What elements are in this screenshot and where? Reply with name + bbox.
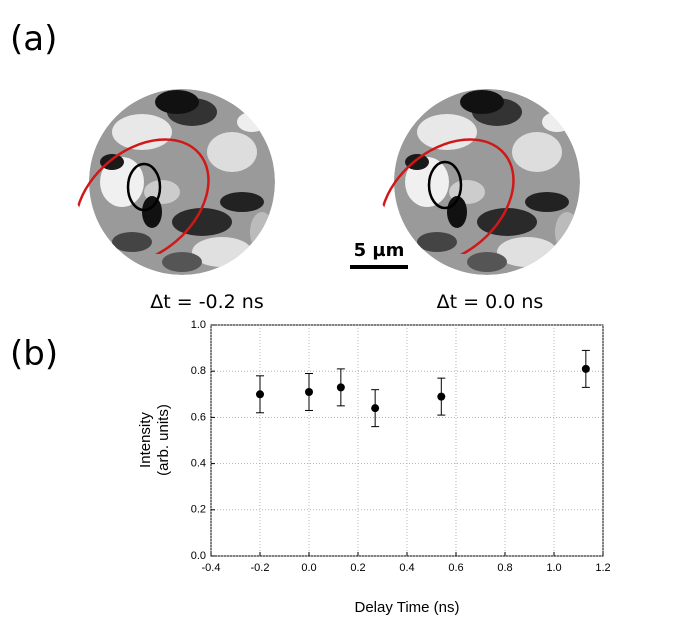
x-tick-label: -0.4 [202, 562, 221, 574]
image-left [74, 89, 275, 275]
x-tick-label: 0.4 [399, 562, 414, 574]
x-tick-label: 0.6 [448, 562, 463, 574]
x-tick-label: -0.2 [251, 562, 270, 574]
y-tick-label: 0.8 [191, 365, 206, 377]
y-tick-label: 0.0 [191, 550, 206, 562]
data-point [581, 364, 590, 373]
data-point [371, 404, 380, 413]
data-point [336, 383, 345, 392]
caption: Δt = -0.2 ns [150, 291, 264, 313]
plot-frame [210, 324, 604, 557]
x-tick-label: 1.2 [595, 562, 610, 574]
y-tick-label: 0.4 [191, 458, 206, 470]
x-tick-label: 1.0 [546, 562, 561, 574]
x-tick-label: 0.8 [497, 562, 512, 574]
y-tick-label: 1.0 [191, 319, 206, 331]
panel-label: (b) [10, 334, 58, 374]
scale-bar-label: 5 µm [354, 240, 405, 261]
caption: Δt = 0.0 ns [437, 291, 544, 313]
x-axis-label: Delay Time (ns) [354, 599, 459, 616]
data-point [256, 390, 264, 399]
y-tick-label: 0.6 [191, 411, 206, 423]
panel-label: (a) [10, 19, 57, 59]
data-point [437, 392, 446, 401]
y-axis-label-line: Intensity [137, 412, 154, 468]
x-tick-label: 0.0 [301, 562, 316, 574]
y-tick-label: 0.2 [191, 504, 206, 516]
y-axis-label: Intensity (arb. units) [137, 404, 172, 476]
x-tick-label: 0.2 [350, 562, 365, 574]
data-point [305, 387, 313, 396]
y-axis-label-line: (arb. units) [155, 404, 172, 476]
